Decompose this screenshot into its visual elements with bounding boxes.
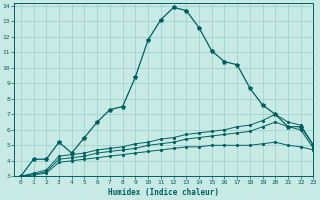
X-axis label: Humidex (Indice chaleur): Humidex (Indice chaleur)	[108, 188, 220, 197]
